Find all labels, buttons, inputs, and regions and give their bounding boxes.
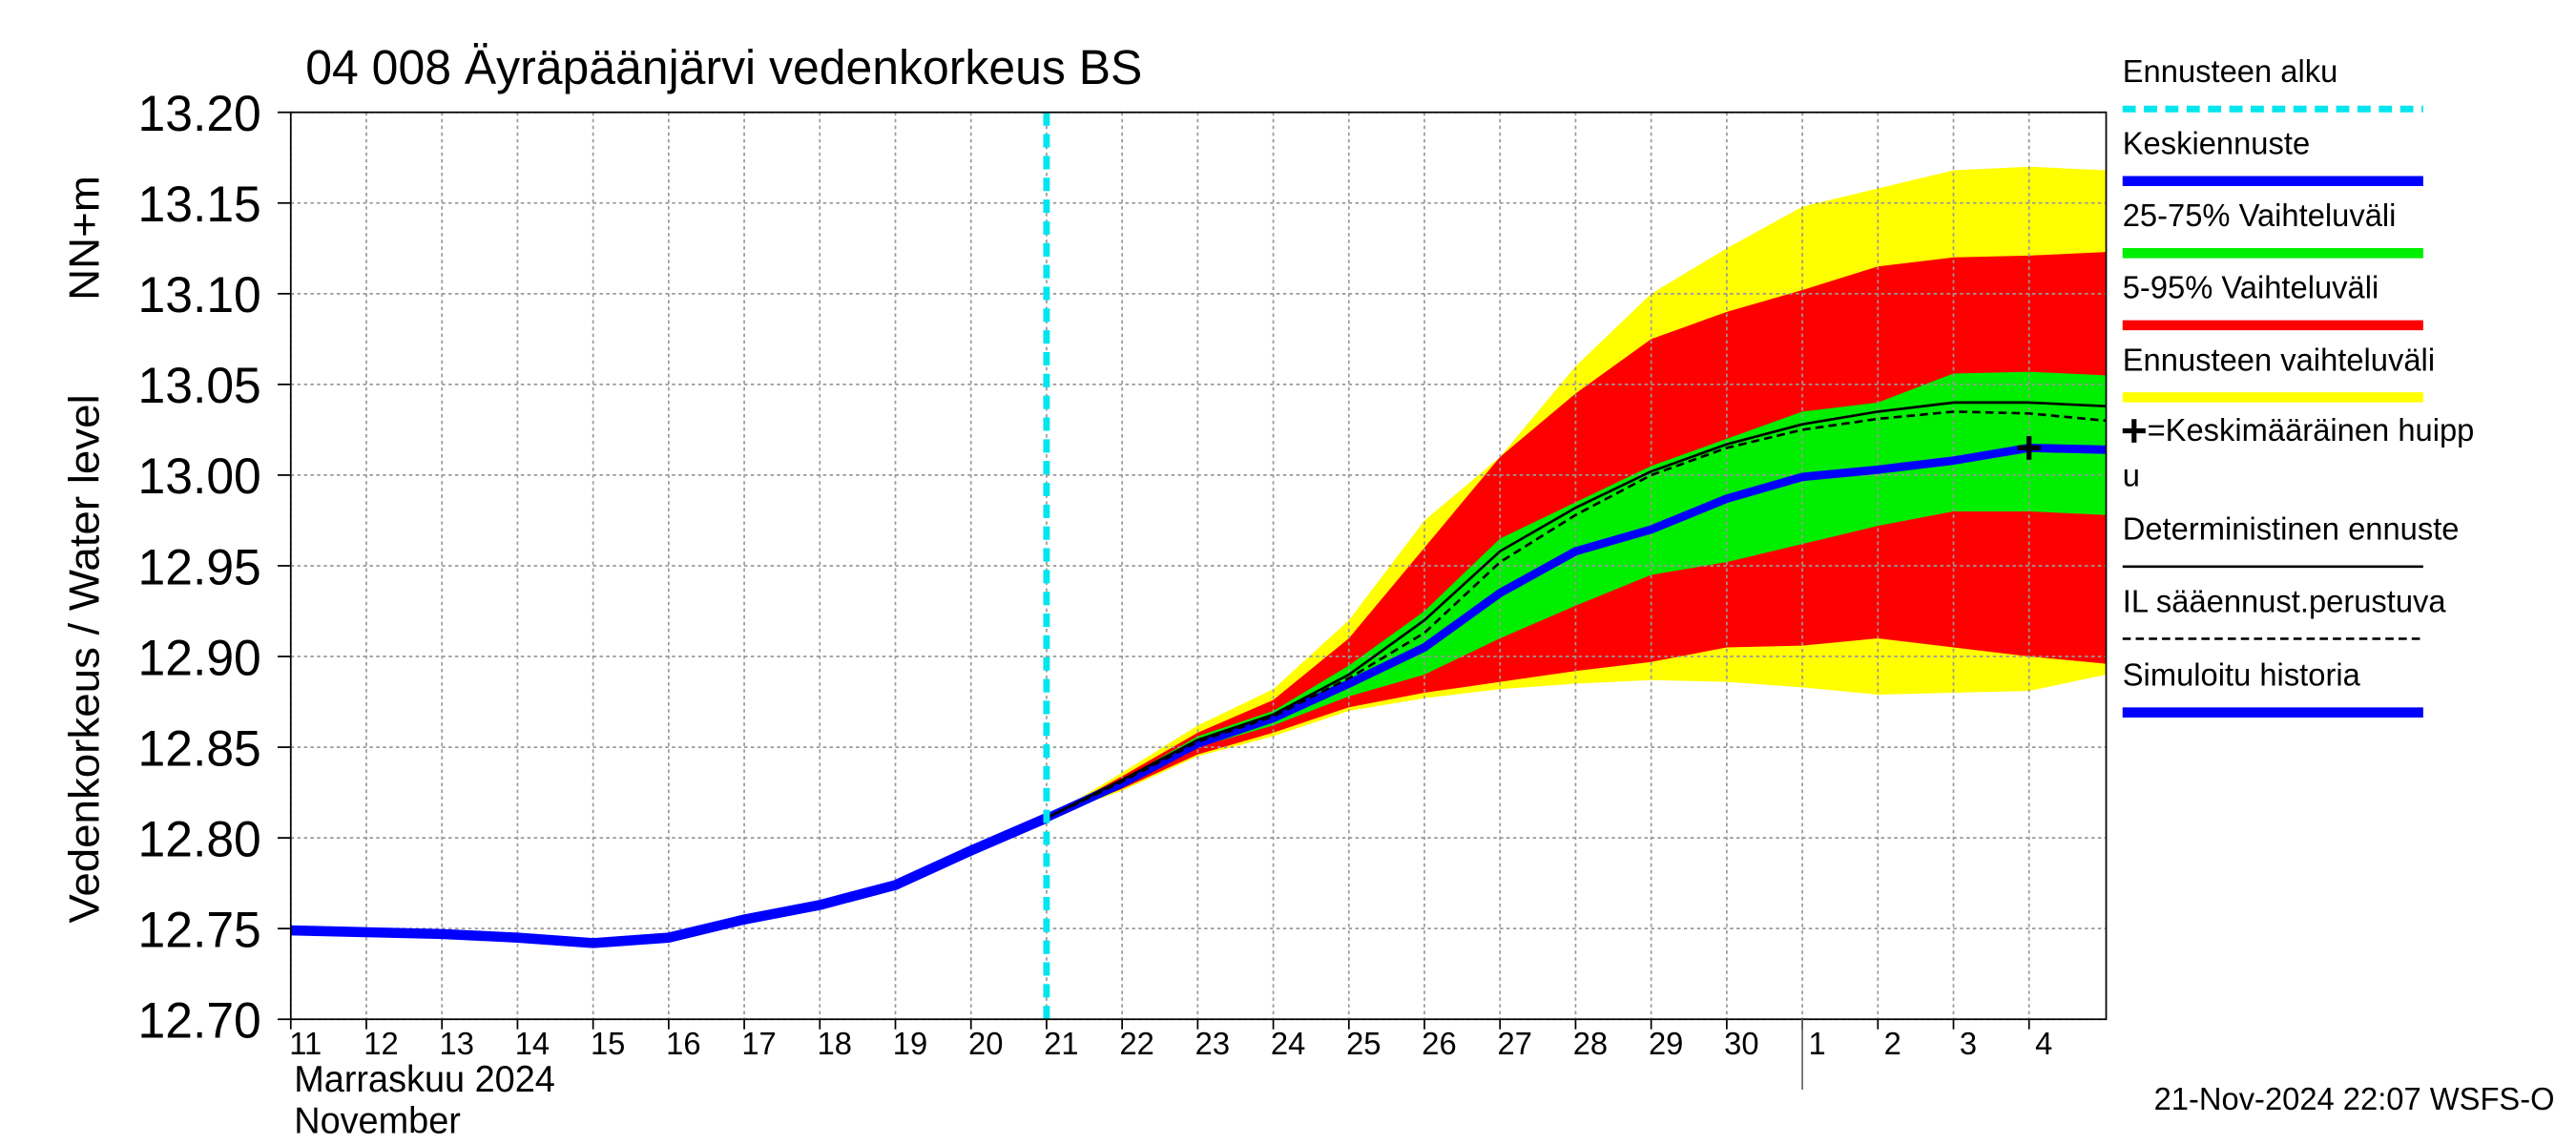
x-tick-label: 18	[818, 1027, 852, 1062]
y-tick-label: 12.80	[138, 812, 261, 868]
x-tick-label: 12	[364, 1027, 398, 1062]
y-axis-label: NN+m	[60, 176, 108, 301]
y-tick-label: 13.10	[138, 268, 261, 324]
legend-label: u	[2123, 458, 2140, 493]
x-tick-label: 3	[1960, 1027, 1977, 1062]
legend-label: Ennusteen vaihteluväli	[2123, 343, 2435, 378]
legend-label: Ennusteen alku	[2123, 54, 2338, 90]
x-tick-label: 4	[2035, 1027, 2052, 1062]
legend-peak-marker	[2122, 419, 2146, 443]
x-tick-label: 17	[741, 1027, 776, 1062]
series-line	[290, 813, 1049, 948]
y-tick-label: 13.00	[138, 449, 261, 506]
series-line	[1046, 410, 2107, 820]
series-line	[1046, 401, 2107, 820]
legend-label: IL sääennust.perustuva	[2123, 584, 2446, 619]
series-line	[1045, 444, 2107, 822]
y-tick-label: 12.70	[138, 993, 261, 1050]
y-axis-label: Vedenkorkeus / Water level	[60, 394, 108, 923]
x-tick-label: 2	[1884, 1027, 1901, 1062]
chart-title: 04 008 Äyräpäänjärvi vedenkorkeus BS	[305, 39, 1142, 94]
x-tick-label: 24	[1271, 1027, 1305, 1062]
x-tick-label: 14	[515, 1027, 550, 1062]
legend-label: =Keskimääräinen huipp	[2148, 413, 2475, 448]
x-tick-label: 19	[893, 1027, 927, 1062]
footer: 21-Nov-2024 22:07 WSFS-O	[2154, 1082, 2555, 1117]
x-tick-label: 11	[289, 1027, 322, 1062]
y-tick-label: 13.15	[138, 177, 261, 234]
y-tick-label: 12.85	[138, 721, 261, 778]
y-tick-label: 12.75	[138, 903, 261, 959]
x-tick-label: 23	[1195, 1027, 1230, 1062]
legend-label: Simuloitu historia	[2123, 657, 2361, 693]
x-tick-label: 27	[1498, 1027, 1532, 1062]
x-tick-label: 30	[1724, 1027, 1758, 1062]
x-tick-label: 29	[1649, 1027, 1683, 1062]
x-tick-label: 21	[1044, 1027, 1078, 1062]
x-tick-label: 15	[591, 1027, 625, 1062]
y-tick-label: 13.20	[138, 87, 261, 143]
legend-label: Deterministinen ennuste	[2123, 511, 2460, 547]
legend-label: 5-95% Vaihteluväli	[2123, 270, 2379, 305]
x-tick-label: 28	[1573, 1027, 1608, 1062]
y-tick-label: 12.90	[138, 631, 261, 687]
legend-label: 25-75% Vaihteluväli	[2123, 198, 2397, 234]
x-tick-label: 13	[440, 1027, 474, 1062]
legend-label: Keskiennuste	[2123, 126, 2310, 161]
x-tick-label: 26	[1422, 1027, 1456, 1062]
y-tick-label: 13.05	[138, 359, 261, 415]
band-area	[1046, 371, 2107, 819]
x-tick-label: 20	[968, 1027, 1003, 1062]
x-axis-label: Marraskuu 2024	[294, 1058, 555, 1099]
x-tick-label: 22	[1119, 1027, 1153, 1062]
x-tick-label: 1	[1808, 1027, 1825, 1062]
x-tick-label: 16	[666, 1027, 700, 1062]
peak-marker	[2017, 436, 2041, 460]
y-tick-label: 12.95	[138, 540, 261, 596]
x-tick-label: 25	[1346, 1027, 1381, 1062]
x-axis-label: November	[294, 1100, 461, 1141]
